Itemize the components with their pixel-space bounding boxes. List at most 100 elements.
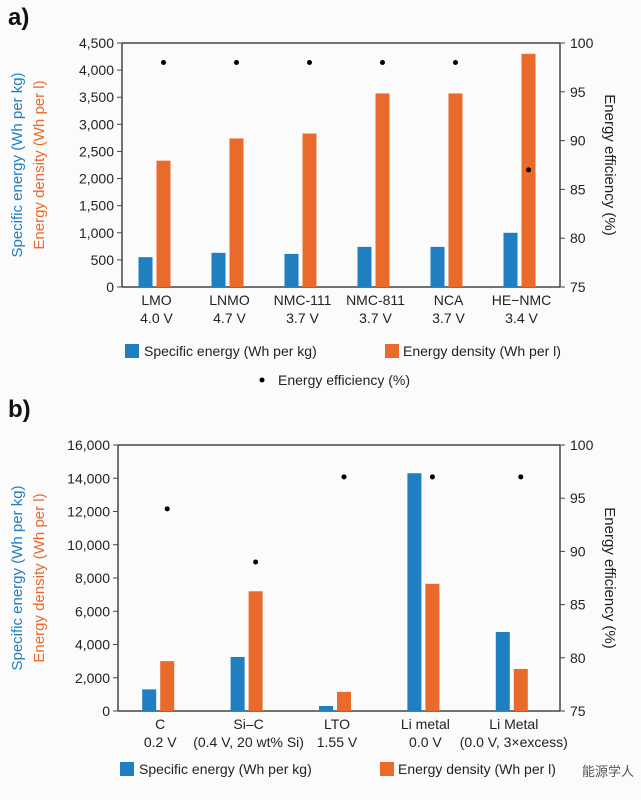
bar-energy-density bbox=[448, 93, 463, 287]
bar-specific-energy bbox=[230, 656, 245, 711]
x-tick-label: 3.4 V bbox=[505, 310, 538, 326]
x-tick-label: HE−NMC bbox=[492, 292, 552, 308]
x-tick-label: LMO bbox=[141, 292, 171, 308]
y-tick-label: 0 bbox=[106, 279, 114, 295]
x-tick-label: Li metal bbox=[401, 716, 450, 732]
legend-swatch-specific bbox=[120, 762, 134, 776]
bar-energy-density bbox=[160, 661, 175, 711]
y2-tick-label: 85 bbox=[570, 597, 586, 613]
panel-label-b: b) bbox=[8, 396, 31, 423]
y2-tick-label: 80 bbox=[570, 650, 586, 666]
point-energy-efficiency bbox=[253, 559, 259, 565]
y-tick-label: 12,000 bbox=[67, 504, 110, 520]
point-energy-efficiency bbox=[429, 474, 435, 480]
legend-swatch-specific bbox=[125, 344, 139, 358]
y-tick-label: 3,500 bbox=[79, 89, 114, 105]
y-tick-label: 1,500 bbox=[79, 198, 114, 214]
y2-tick-label: 100 bbox=[570, 35, 594, 51]
legend-marker-efficiency bbox=[259, 377, 265, 383]
y-label-specific: Specific energy (Wh per kg) bbox=[9, 72, 26, 257]
bar-energy-density bbox=[229, 138, 244, 287]
y2-label: Energy efficiency (%) bbox=[601, 94, 618, 235]
y2-tick-label: 90 bbox=[570, 543, 586, 559]
y-tick-label: 1,000 bbox=[79, 225, 114, 241]
point-energy-efficiency bbox=[526, 167, 531, 173]
y2-tick-label: 100 bbox=[570, 437, 594, 453]
bar-specific-energy bbox=[284, 253, 299, 287]
point-energy-efficiency bbox=[341, 474, 347, 480]
y2-tick-label: 75 bbox=[570, 703, 586, 719]
y-label-density: Energy density (Wh per l) bbox=[31, 493, 48, 662]
y2-tick-label: 85 bbox=[570, 181, 586, 197]
x-tick-label: LTO bbox=[324, 716, 350, 732]
x-tick-label: C bbox=[155, 716, 165, 732]
x-tick-label: 1.55 V bbox=[317, 734, 358, 750]
x-tick-label: LNMO bbox=[209, 292, 250, 308]
x-tick-label: 3.7 V bbox=[432, 310, 465, 326]
y-tick-label: 4,000 bbox=[79, 62, 114, 78]
bar-energy-density bbox=[248, 591, 263, 711]
point-energy-efficiency bbox=[307, 60, 312, 66]
bar-specific-energy bbox=[357, 246, 372, 287]
x-tick-label: NMC-111 bbox=[274, 292, 332, 308]
x-tick-label: 0.2 V bbox=[144, 734, 177, 750]
y-label-density: Energy density (Wh per l) bbox=[31, 80, 48, 249]
y-tick-label: 4,000 bbox=[75, 637, 110, 653]
x-tick-label: (0.4 V, 20 wt% Si) bbox=[193, 734, 304, 750]
bar-energy-density bbox=[375, 93, 390, 287]
bar-specific-energy bbox=[138, 257, 153, 287]
y-tick-label: 500 bbox=[91, 252, 115, 268]
bar-specific-energy bbox=[407, 473, 422, 711]
y-tick-label: 6,000 bbox=[75, 603, 110, 619]
bar-energy-density bbox=[302, 133, 317, 287]
y-tick-label: 2,500 bbox=[79, 143, 114, 159]
y-tick-label: 2,000 bbox=[75, 670, 110, 686]
x-tick-label: 3.7 V bbox=[286, 310, 319, 326]
y-tick-label: 3,000 bbox=[79, 116, 114, 132]
x-tick-label: Si–C bbox=[233, 716, 263, 732]
bar-energy-density bbox=[425, 583, 440, 711]
x-tick-label: (0.0 V, 3×excess) bbox=[460, 734, 568, 750]
point-energy-efficiency bbox=[164, 506, 170, 512]
point-energy-efficiency bbox=[161, 60, 166, 66]
x-tick-label: 0.0 V bbox=[409, 734, 442, 750]
panel-label-a: a) bbox=[8, 4, 30, 31]
bar-specific-energy bbox=[319, 706, 333, 711]
bar-energy-density bbox=[513, 668, 528, 711]
bar-energy-density bbox=[337, 691, 351, 711]
y-tick-label: 8,000 bbox=[75, 570, 110, 586]
point-energy-efficiency bbox=[453, 60, 458, 66]
x-tick-label: Li Metal bbox=[489, 716, 538, 732]
y2-tick-label: 90 bbox=[570, 133, 586, 149]
bar-specific-energy bbox=[211, 252, 226, 287]
y2-tick-label: 80 bbox=[570, 230, 586, 246]
bar-specific-energy bbox=[430, 246, 445, 287]
y2-label: Energy efficiency (%) bbox=[601, 507, 618, 648]
legend-label-specific: Specific energy (Wh per kg) bbox=[144, 343, 317, 359]
y-tick-label: 2,000 bbox=[79, 171, 114, 187]
y-tick-label: 14,000 bbox=[67, 470, 110, 486]
y-tick-label: 16,000 bbox=[67, 437, 110, 453]
bar-specific-energy bbox=[495, 632, 510, 711]
x-tick-label: 4.0 V bbox=[140, 310, 173, 326]
point-energy-efficiency bbox=[518, 474, 524, 480]
x-tick-label: 3.7 V bbox=[359, 310, 392, 326]
y2-tick-label: 95 bbox=[570, 84, 586, 100]
y-tick-label: 10,000 bbox=[67, 537, 110, 553]
legend-label-density: Energy density (Wh per l) bbox=[403, 343, 561, 359]
x-tick-label: NMC-811 bbox=[346, 292, 405, 308]
y-tick-label: 4,500 bbox=[79, 35, 114, 51]
y-label-specific: Specific energy (Wh per kg) bbox=[9, 485, 26, 670]
legend-label-specific: Specific energy (Wh per kg) bbox=[139, 761, 312, 777]
y2-tick-label: 95 bbox=[570, 490, 586, 506]
legend-swatch-density bbox=[380, 762, 394, 776]
y2-tick-label: 75 bbox=[570, 279, 586, 295]
bar-specific-energy bbox=[503, 232, 518, 287]
y-tick-label: 0 bbox=[102, 703, 110, 719]
legend-label-efficiency: Energy efficiency (%) bbox=[278, 372, 410, 388]
bar-energy-density bbox=[156, 160, 171, 287]
point-energy-efficiency bbox=[234, 60, 239, 66]
legend-swatch-density bbox=[385, 344, 399, 358]
